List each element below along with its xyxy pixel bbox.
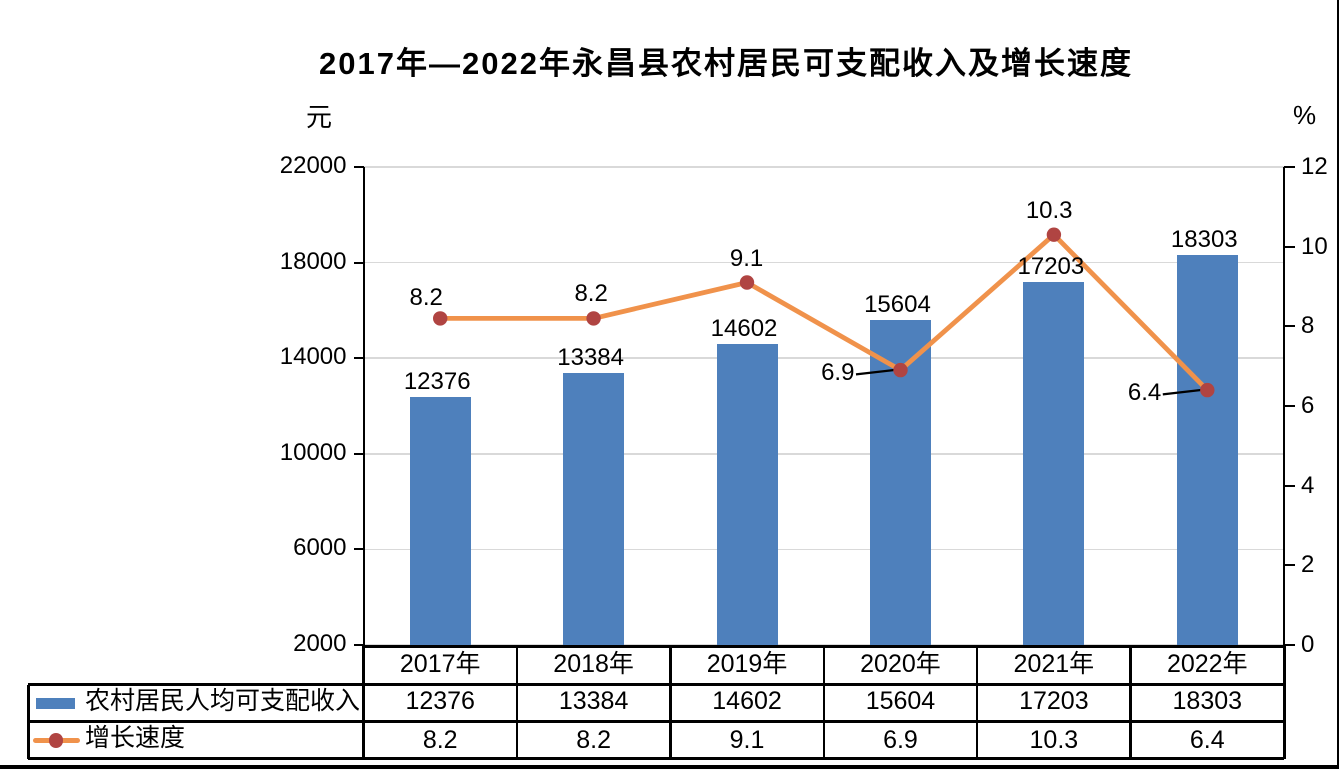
left-axis-tick bbox=[353, 357, 364, 360]
left-axis-tick-label: 10000 bbox=[279, 438, 347, 466]
table-border-col0 bbox=[362, 645, 365, 759]
left-axis-tick-label: 18000 bbox=[279, 247, 347, 275]
table-border-bottom bbox=[28, 757, 1284, 760]
table-border-col1 bbox=[515, 645, 519, 759]
left-axis-line bbox=[362, 167, 365, 645]
gridline bbox=[363, 453, 1284, 455]
growth-value-cell: 9.1 bbox=[729, 725, 765, 754]
bar-data-label: 18303 bbox=[1170, 226, 1238, 254]
table-border-col3 bbox=[822, 645, 825, 759]
line-data-label: 10.3 bbox=[1025, 196, 1073, 224]
bar bbox=[869, 319, 931, 645]
bar bbox=[1023, 281, 1085, 645]
bar-data-label: 12376 bbox=[403, 368, 471, 395]
bar bbox=[409, 397, 471, 645]
growth-value-cell: 6.9 bbox=[883, 725, 918, 754]
right-edge-border-line bbox=[1337, 0, 1339, 769]
growth-line-marker bbox=[433, 311, 448, 326]
chart-title: 2017年—2022年永昌县农村居民可支配收入及增长速度 bbox=[319, 46, 1133, 81]
left-axis-tick-label: 14000 bbox=[279, 343, 347, 371]
left-axis-unit-label: 元 bbox=[306, 102, 333, 132]
line-data-label: 8.2 bbox=[409, 283, 443, 311]
right-axis-tick-label: 0 bbox=[1301, 631, 1315, 658]
table-border-row2 bbox=[28, 720, 1284, 723]
table-border-col4 bbox=[975, 645, 979, 759]
right-axis-tick-label: 8 bbox=[1301, 312, 1315, 340]
table-border-col2 bbox=[669, 645, 672, 759]
income-value-cell: 18303 bbox=[1172, 686, 1243, 715]
right-axis-tick bbox=[1284, 325, 1295, 328]
category-cell: 2019年 bbox=[706, 650, 788, 678]
gridline bbox=[363, 261, 1284, 264]
category-cell: 2020年 bbox=[860, 650, 941, 678]
growth-line-marker bbox=[586, 311, 601, 326]
line-data-label: 6.9 bbox=[821, 359, 855, 387]
gridline bbox=[363, 548, 1284, 551]
bar-data-label: 13384 bbox=[557, 343, 624, 371]
growth-line-marker bbox=[739, 275, 755, 290]
income-value-cell: 14602 bbox=[712, 686, 782, 715]
line-data-label: 8.2 bbox=[574, 280, 608, 308]
line-series-legend-label: 增长速度 bbox=[85, 723, 186, 752]
income-value-cell: 17203 bbox=[1019, 686, 1089, 715]
income-value-cell: 12376 bbox=[405, 686, 475, 715]
left-axis-tick bbox=[353, 548, 364, 551]
growth-value-cell: 8.2 bbox=[576, 725, 611, 754]
bar-series-legend-label: 农村居民人均可支配收入 bbox=[85, 686, 361, 715]
right-axis-tick-label: 6 bbox=[1301, 392, 1315, 419]
right-axis-tick-label: 4 bbox=[1301, 471, 1315, 499]
right-axis-tick bbox=[1284, 484, 1295, 487]
right-axis-tick bbox=[1284, 245, 1295, 248]
category-cell: 2022年 bbox=[1166, 650, 1248, 678]
bar-data-label: 14602 bbox=[710, 314, 778, 342]
left-axis-tick-label: 6000 bbox=[293, 534, 347, 562]
table-border-row1 bbox=[28, 683, 1284, 686]
category-cell: 2021年 bbox=[1013, 650, 1095, 678]
right-axis-tick bbox=[1284, 564, 1295, 567]
growth-value-cell: 8.2 bbox=[422, 725, 458, 754]
left-axis-tick bbox=[353, 166, 364, 168]
gridline bbox=[363, 166, 1284, 168]
growth-value-cell: 6.4 bbox=[1189, 725, 1225, 754]
left-axis-tick-label: 2000 bbox=[293, 630, 347, 657]
left-axis-tick bbox=[353, 261, 364, 264]
right-axis-tick bbox=[1284, 405, 1295, 407]
left-axis-tick-label: 22000 bbox=[279, 152, 347, 179]
line-series-legend-marker bbox=[48, 733, 64, 748]
income-value-cell: 13384 bbox=[558, 686, 629, 715]
right-axis-tick bbox=[1284, 166, 1295, 168]
left-axis-tick bbox=[353, 452, 364, 455]
right-axis-line bbox=[1283, 167, 1285, 645]
growth-line-marker bbox=[1046, 227, 1062, 242]
bar-series-legend-swatch bbox=[36, 698, 75, 709]
right-axis-tick-label: 2 bbox=[1301, 551, 1315, 579]
right-axis-tick-label: 12 bbox=[1301, 153, 1328, 180]
income-value-cell: 15604 bbox=[865, 686, 936, 715]
line-data-label: 6.4 bbox=[1127, 379, 1162, 407]
category-cell: 2017年 bbox=[399, 650, 481, 678]
bar-data-label: 17203 bbox=[1017, 252, 1085, 280]
right-axis-tick-label: 10 bbox=[1301, 232, 1328, 260]
bar bbox=[563, 372, 625, 645]
line-data-label: 9.1 bbox=[729, 244, 764, 272]
table-border-right bbox=[1282, 645, 1286, 759]
growth-value-cell: 10.3 bbox=[1029, 725, 1079, 754]
table-border-col5 bbox=[1129, 645, 1132, 759]
left-axis-tick bbox=[353, 644, 364, 646]
table-border-left bbox=[26, 684, 30, 759]
bar bbox=[716, 343, 778, 645]
bar bbox=[1176, 255, 1238, 645]
bottom-divider-bar bbox=[0, 765, 1339, 769]
right-axis-unit-label: % bbox=[1293, 99, 1317, 130]
right-axis-tick bbox=[1284, 644, 1295, 646]
bar-data-label: 15604 bbox=[864, 290, 931, 318]
category-cell: 2018年 bbox=[553, 650, 634, 678]
